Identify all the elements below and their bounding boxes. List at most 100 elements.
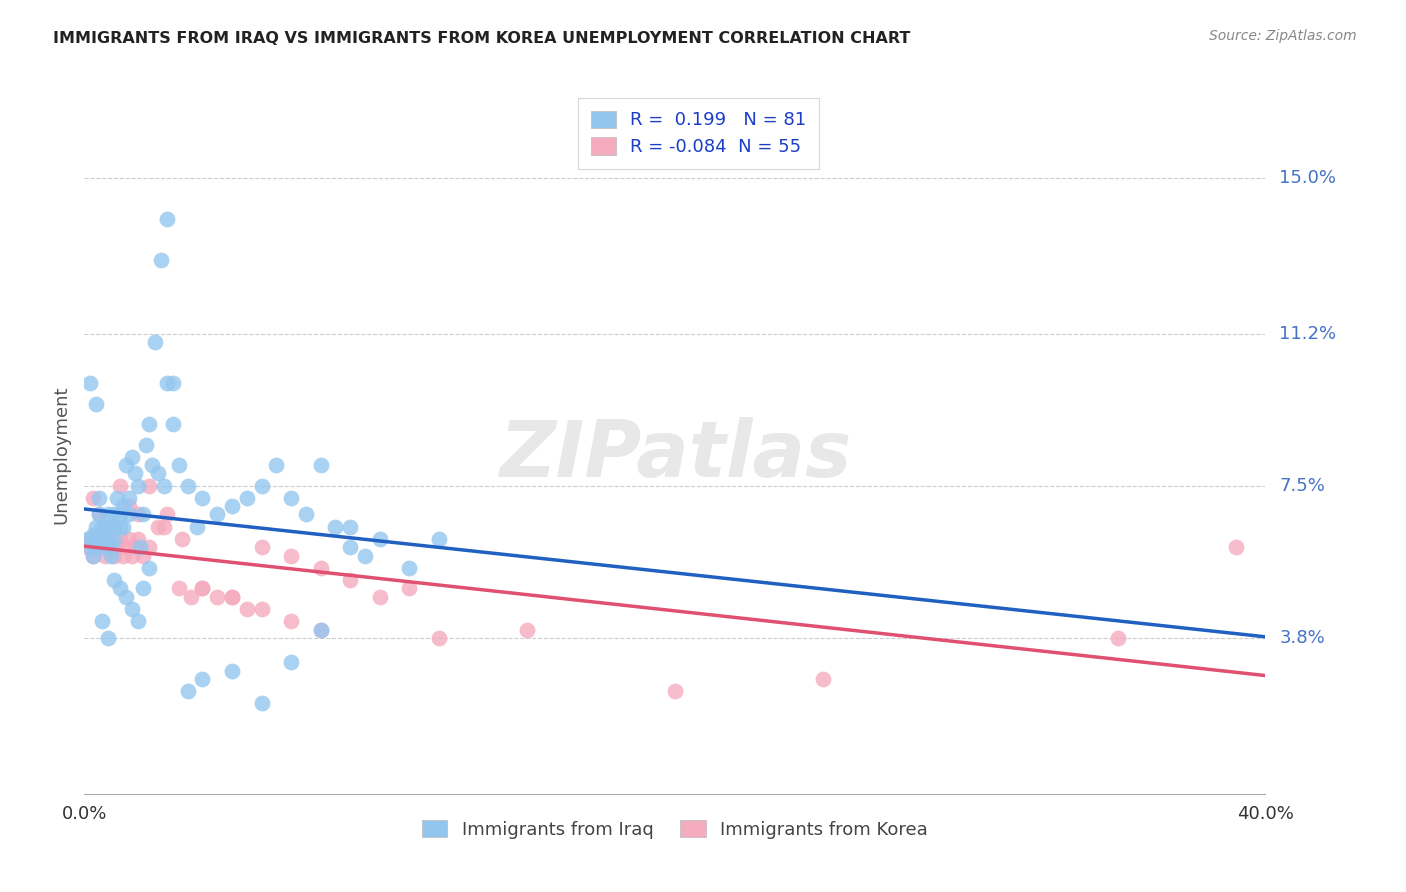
Point xyxy=(79,541,101,555)
Point xyxy=(138,479,160,493)
Point xyxy=(138,417,160,431)
Point xyxy=(177,479,200,493)
Point xyxy=(186,520,208,534)
Text: 7.5%: 7.5% xyxy=(1279,476,1326,495)
Text: 15.0%: 15.0% xyxy=(1279,169,1336,186)
Point xyxy=(94,520,117,534)
Point xyxy=(129,541,152,555)
Point xyxy=(295,508,318,522)
Point xyxy=(111,520,134,534)
Point xyxy=(177,684,200,698)
Point xyxy=(127,532,149,546)
Point xyxy=(156,508,179,522)
Point xyxy=(76,532,98,546)
Point xyxy=(100,541,122,555)
Point xyxy=(250,479,273,493)
Point xyxy=(84,541,107,555)
Point xyxy=(325,520,347,534)
Text: Source: ZipAtlas.com: Source: ZipAtlas.com xyxy=(1209,29,1357,43)
Point xyxy=(84,520,107,534)
Point xyxy=(309,561,332,575)
Point xyxy=(87,532,111,546)
Point xyxy=(124,541,146,555)
Point xyxy=(108,508,131,522)
Point xyxy=(132,582,155,596)
Point xyxy=(114,590,136,604)
Point xyxy=(97,532,120,546)
Point xyxy=(167,458,190,473)
Point xyxy=(105,541,128,555)
Point xyxy=(103,520,125,534)
Point xyxy=(339,520,361,534)
Point xyxy=(138,541,160,555)
Y-axis label: Unemployment: Unemployment xyxy=(52,385,70,524)
Point xyxy=(82,549,104,563)
Point xyxy=(103,532,125,546)
Legend: Immigrants from Iraq, Immigrants from Korea: Immigrants from Iraq, Immigrants from Ko… xyxy=(415,813,935,846)
Point xyxy=(114,458,136,473)
Point xyxy=(91,541,114,555)
Point xyxy=(94,520,117,534)
Point xyxy=(118,500,141,514)
Point xyxy=(97,508,120,522)
Point xyxy=(339,541,361,555)
Point xyxy=(82,549,104,563)
Point xyxy=(87,532,111,546)
Point xyxy=(143,334,166,349)
Point xyxy=(280,549,302,563)
Point xyxy=(221,590,243,604)
Point xyxy=(811,672,834,686)
Point xyxy=(207,590,229,604)
Point xyxy=(132,549,155,563)
Point xyxy=(354,549,377,563)
Text: 3.8%: 3.8% xyxy=(1279,629,1324,647)
Point xyxy=(108,479,131,493)
Point xyxy=(398,582,420,596)
Point xyxy=(97,520,120,534)
Point xyxy=(156,376,179,390)
Point xyxy=(280,656,302,670)
Point xyxy=(191,491,214,505)
Point xyxy=(111,500,134,514)
Point xyxy=(664,684,686,698)
Point xyxy=(221,664,243,678)
Point xyxy=(221,590,243,604)
Point xyxy=(141,458,163,473)
Point xyxy=(127,615,149,629)
Point xyxy=(103,549,125,563)
Point xyxy=(191,582,214,596)
Point xyxy=(148,467,170,481)
Text: 11.2%: 11.2% xyxy=(1279,325,1337,343)
Point xyxy=(132,508,155,522)
Point xyxy=(82,491,104,505)
Point xyxy=(82,528,104,542)
Point xyxy=(250,697,273,711)
Point xyxy=(207,508,229,522)
Point xyxy=(138,561,160,575)
Point xyxy=(87,491,111,505)
Point xyxy=(100,541,122,555)
Point xyxy=(97,631,120,645)
Point xyxy=(103,573,125,587)
Point xyxy=(114,541,136,555)
Point xyxy=(121,602,143,616)
Point xyxy=(180,590,202,604)
Point xyxy=(153,520,176,534)
Point xyxy=(121,549,143,563)
Point xyxy=(87,508,111,522)
Point xyxy=(162,417,184,431)
Point xyxy=(100,520,122,534)
Point xyxy=(339,573,361,587)
Point xyxy=(368,590,391,604)
Point xyxy=(368,532,391,546)
Point xyxy=(427,532,450,546)
Point xyxy=(118,508,141,522)
Point xyxy=(91,520,114,534)
Point xyxy=(156,211,179,226)
Point xyxy=(1107,631,1129,645)
Point xyxy=(94,549,117,563)
Point xyxy=(87,508,111,522)
Point xyxy=(150,252,173,267)
Point xyxy=(148,520,170,534)
Point xyxy=(91,615,114,629)
